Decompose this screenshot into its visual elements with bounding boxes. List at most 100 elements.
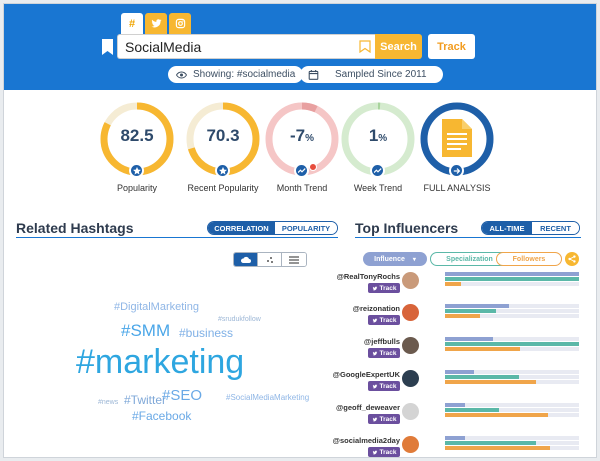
view-toggle bbox=[233, 252, 307, 267]
filter-influence[interactable]: Influence ▾ bbox=[363, 252, 427, 266]
gauge-label: Recent Popularity bbox=[187, 183, 259, 193]
avatar[interactable] bbox=[402, 403, 419, 420]
avatar[interactable] bbox=[402, 304, 419, 321]
sampled-text: Sampled Since 2011 bbox=[335, 69, 427, 80]
track-influencer-button[interactable]: Track bbox=[368, 348, 400, 358]
related-divider bbox=[16, 237, 338, 238]
influencer-bars bbox=[445, 304, 579, 319]
filter-followers[interactable]: Followers bbox=[496, 252, 562, 266]
influence-bar bbox=[445, 304, 510, 308]
gauge-value: -7 bbox=[289, 126, 306, 145]
tab-twitter[interactable] bbox=[145, 13, 167, 34]
gauge-label: Week Trend bbox=[353, 183, 403, 193]
tab-instagram[interactable] bbox=[169, 13, 191, 34]
track-influencer-button[interactable]: Track bbox=[368, 381, 400, 391]
gauge-week-trend[interactable]: 1% Week Trend bbox=[340, 101, 416, 193]
app-frame: # Search Track Showing: #socialmedia Sam… bbox=[3, 3, 597, 458]
scatter-view-button[interactable] bbox=[258, 253, 282, 266]
caret-down-icon: ▾ bbox=[412, 256, 416, 263]
hashtag-tab-label: # bbox=[128, 17, 136, 30]
influencer-handle[interactable]: @reizonation bbox=[352, 304, 400, 313]
gauge-full-analysis[interactable]: FULL ANALYSIS bbox=[419, 101, 495, 193]
filter-influence-label: Influence bbox=[374, 255, 405, 263]
hashtag-news[interactable]: #news bbox=[98, 399, 119, 406]
search-input[interactable] bbox=[125, 38, 350, 55]
share-button[interactable] bbox=[565, 252, 579, 266]
gauge-month-trend[interactable]: -7% Month Trend bbox=[264, 101, 340, 193]
twitter-icon bbox=[372, 417, 377, 421]
hashtag-seo[interactable]: #SEO bbox=[162, 387, 203, 404]
cloud-view-button[interactable] bbox=[234, 253, 258, 266]
influencer-handle[interactable]: @GoogleExpertUK bbox=[332, 370, 400, 379]
hashtag-digitalmarketing[interactable]: #DigitalMarketing bbox=[114, 301, 199, 313]
influence-bar bbox=[445, 403, 466, 407]
arrow-right-icon bbox=[453, 167, 460, 174]
influencer-handle[interactable]: @socialmedia2day bbox=[332, 436, 400, 445]
correlation-tab[interactable]: CORRELATION bbox=[208, 222, 275, 234]
influencer-bars bbox=[445, 436, 579, 451]
twitter-icon bbox=[372, 286, 377, 290]
influencers-divider bbox=[355, 237, 581, 238]
sampled-pill[interactable]: Sampled Since 2011 bbox=[300, 66, 443, 83]
influencer-row[interactable]: @geoff_deweaver Track bbox=[336, 403, 580, 433]
gauge-label: Month Trend bbox=[276, 183, 328, 193]
all-time-tab[interactable]: ALL-TIME bbox=[482, 222, 532, 234]
hashtag-smm[interactable]: #SMM bbox=[121, 321, 171, 340]
gauge-arc bbox=[265, 102, 339, 176]
influencer-row[interactable]: @socialmedia2day Track bbox=[333, 436, 580, 457]
specialization-bar bbox=[445, 342, 579, 346]
followers-bar bbox=[445, 282, 462, 286]
influencer-row[interactable]: @reizonation Track bbox=[353, 304, 580, 334]
track-influencer-button[interactable]: Track bbox=[368, 414, 400, 424]
gauge-value: 70.3 bbox=[206, 126, 240, 145]
track-influencer-button[interactable]: Track bbox=[368, 283, 400, 293]
hashtag-facebook[interactable]: #Facebook bbox=[132, 409, 192, 423]
influencer-row[interactable]: @jeffbulls Track bbox=[360, 337, 580, 367]
avatar[interactable] bbox=[402, 436, 419, 453]
bookmark-icon[interactable] bbox=[102, 39, 113, 55]
hashtag-srudukfollow[interactable]: #srudukfollow bbox=[218, 316, 261, 323]
search-button[interactable]: Search bbox=[375, 34, 422, 59]
hashtag-business[interactable]: #business bbox=[179, 326, 234, 340]
scatter-icon bbox=[266, 256, 273, 263]
track-label: Track bbox=[379, 415, 397, 423]
document-icon bbox=[442, 119, 472, 157]
instagram-icon bbox=[175, 18, 185, 29]
track-influencer-button[interactable]: Track bbox=[368, 315, 400, 325]
twitter-icon bbox=[372, 351, 377, 355]
track-influencer-button[interactable]: Track bbox=[368, 447, 400, 457]
influencer-handle[interactable]: @geoff_deweaver bbox=[335, 403, 400, 412]
influencer-row[interactable]: @RealTonyRochs Track bbox=[337, 272, 580, 302]
recent-tab[interactable]: RECENT bbox=[532, 222, 579, 234]
track-button[interactable]: Track bbox=[428, 34, 475, 59]
related-hashtags-title: Related Hashtags bbox=[16, 220, 134, 236]
gauge-value: 82.5 bbox=[120, 126, 154, 145]
list-view-button[interactable] bbox=[282, 253, 306, 266]
avatar[interactable] bbox=[402, 272, 419, 289]
related-sort-toggle: CORRELATION POPULARITY bbox=[207, 221, 338, 235]
hashtag-marketing[interactable]: #marketing bbox=[76, 343, 245, 381]
showing-text: Showing: #socialmedia bbox=[193, 69, 296, 80]
influencer-handle[interactable]: @RealTonyRochs bbox=[336, 272, 400, 281]
track-label: Track bbox=[379, 448, 397, 456]
gauge-label: Popularity bbox=[116, 183, 158, 193]
hashtag-twitter[interactable]: #Twitter bbox=[124, 393, 167, 407]
showing-pill[interactable]: Showing: #socialmedia bbox=[168, 66, 304, 83]
bookmark-star-icon[interactable] bbox=[359, 40, 371, 53]
gauge-recent-popularity[interactable]: 70.3 Recent Popularity bbox=[185, 101, 261, 193]
search-field[interactable] bbox=[117, 34, 375, 59]
influencer-row[interactable]: @GoogleExpertUK Track bbox=[333, 370, 580, 400]
gauge-popularity[interactable]: 82.5 Popularity bbox=[99, 101, 175, 193]
popularity-tab[interactable]: POPULARITY bbox=[275, 222, 337, 234]
tab-hashtag[interactable]: # bbox=[121, 13, 143, 34]
twitter-icon bbox=[372, 318, 377, 322]
gauge-unit: % bbox=[378, 133, 388, 144]
specialization-bar bbox=[445, 309, 496, 313]
hashtag-socialmediamarketing[interactable]: #SocialMediaMarketing bbox=[226, 393, 310, 402]
avatar[interactable] bbox=[402, 337, 419, 354]
avatar[interactable] bbox=[402, 370, 419, 387]
track-label: Track bbox=[379, 349, 397, 357]
influencer-handle[interactable]: @jeffbulls bbox=[363, 337, 400, 346]
twitter-icon bbox=[150, 19, 162, 28]
calendar-icon bbox=[308, 69, 319, 80]
